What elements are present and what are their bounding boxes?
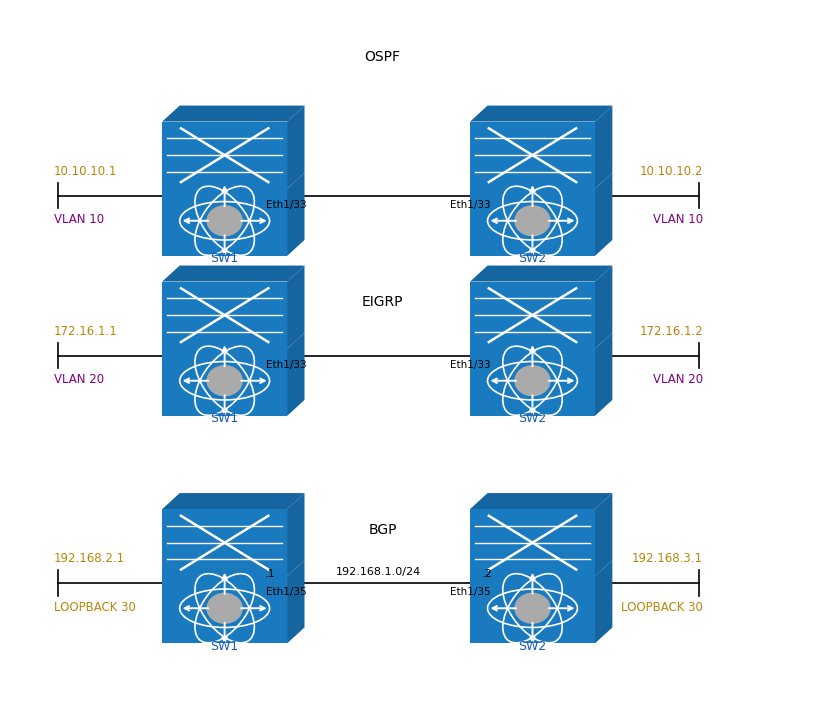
Polygon shape xyxy=(287,266,305,349)
Polygon shape xyxy=(595,560,612,643)
Polygon shape xyxy=(595,493,612,576)
Text: SW1: SW1 xyxy=(210,640,239,653)
Polygon shape xyxy=(162,493,305,509)
Polygon shape xyxy=(470,493,612,509)
Text: .1: .1 xyxy=(265,569,275,579)
Polygon shape xyxy=(162,106,305,122)
Polygon shape xyxy=(287,560,305,643)
Text: 10.10.10.2: 10.10.10.2 xyxy=(640,165,703,178)
FancyBboxPatch shape xyxy=(162,189,287,256)
FancyBboxPatch shape xyxy=(162,576,287,643)
FancyBboxPatch shape xyxy=(470,509,595,576)
FancyBboxPatch shape xyxy=(470,189,595,256)
Text: Eth1/33: Eth1/33 xyxy=(450,200,491,210)
FancyBboxPatch shape xyxy=(470,282,595,349)
Polygon shape xyxy=(595,106,612,189)
FancyBboxPatch shape xyxy=(162,282,287,349)
Circle shape xyxy=(515,593,550,623)
Polygon shape xyxy=(595,333,612,416)
Text: VLAN 20: VLAN 20 xyxy=(653,373,703,386)
Text: SW1: SW1 xyxy=(210,252,239,265)
FancyBboxPatch shape xyxy=(162,349,287,416)
Polygon shape xyxy=(287,173,305,256)
Text: 192.168.3.1: 192.168.3.1 xyxy=(632,552,703,565)
Text: Eth1/33: Eth1/33 xyxy=(266,200,307,210)
Polygon shape xyxy=(470,266,612,282)
Text: VLAN 10: VLAN 10 xyxy=(54,213,104,226)
Circle shape xyxy=(515,365,550,395)
Text: EIGRP: EIGRP xyxy=(362,295,404,309)
FancyBboxPatch shape xyxy=(470,122,595,189)
Text: VLAN 10: VLAN 10 xyxy=(653,213,703,226)
Text: SW2: SW2 xyxy=(518,252,547,265)
Polygon shape xyxy=(470,106,612,122)
Text: LOOPBACK 30: LOOPBACK 30 xyxy=(622,601,703,614)
Text: SW2: SW2 xyxy=(518,412,547,425)
Polygon shape xyxy=(287,106,305,189)
Polygon shape xyxy=(595,266,612,349)
Polygon shape xyxy=(595,173,612,256)
Circle shape xyxy=(207,205,242,235)
Polygon shape xyxy=(162,266,305,282)
Text: Eth1/33: Eth1/33 xyxy=(266,360,307,370)
Polygon shape xyxy=(287,333,305,416)
Text: .2: .2 xyxy=(482,569,493,579)
Text: 172.16.1.1: 172.16.1.1 xyxy=(54,325,118,338)
Circle shape xyxy=(515,205,550,235)
Text: 192.168.1.0/24: 192.168.1.0/24 xyxy=(336,567,421,577)
Text: 192.168.2.1: 192.168.2.1 xyxy=(54,552,125,565)
Text: 172.16.1.2: 172.16.1.2 xyxy=(639,325,703,338)
Text: 10.10.10.1: 10.10.10.1 xyxy=(54,165,117,178)
FancyBboxPatch shape xyxy=(470,576,595,643)
Text: Eth1/33: Eth1/33 xyxy=(450,360,491,370)
Text: Eth1/35: Eth1/35 xyxy=(266,587,307,597)
FancyBboxPatch shape xyxy=(470,349,595,416)
FancyBboxPatch shape xyxy=(162,509,287,576)
Text: SW2: SW2 xyxy=(518,640,547,653)
Text: LOOPBACK 30: LOOPBACK 30 xyxy=(54,601,136,614)
Circle shape xyxy=(207,365,242,395)
Circle shape xyxy=(207,593,242,623)
Text: SW1: SW1 xyxy=(210,412,239,425)
Text: VLAN 20: VLAN 20 xyxy=(54,373,104,386)
Text: Eth1/35: Eth1/35 xyxy=(450,587,491,597)
Text: OSPF: OSPF xyxy=(364,50,401,64)
FancyBboxPatch shape xyxy=(162,122,287,189)
Polygon shape xyxy=(287,493,305,576)
Text: BGP: BGP xyxy=(369,523,397,537)
